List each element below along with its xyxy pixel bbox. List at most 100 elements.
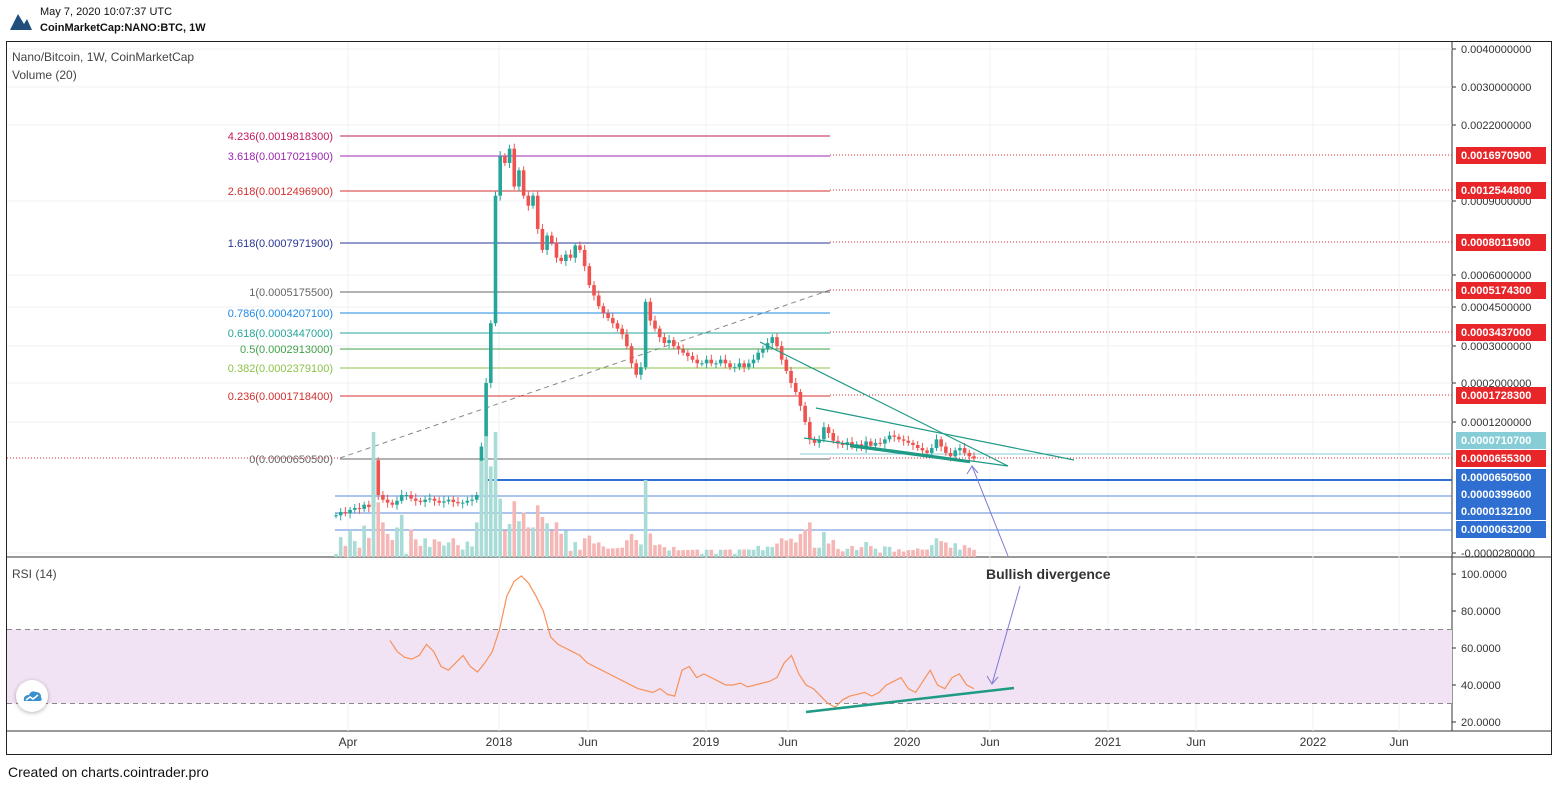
volume-bar: [854, 549, 859, 557]
candle-body: [939, 439, 943, 447]
candle-body: [517, 170, 521, 187]
tradingview-badge[interactable]: [16, 680, 48, 712]
price-tag-label: 0.0000650500: [1461, 472, 1531, 484]
y-tick-label: 0.0006000000: [1461, 270, 1531, 282]
candle-body: [709, 359, 714, 364]
volume-bar: [484, 436, 488, 557]
candle-body: [578, 245, 582, 250]
volume-bar: [596, 542, 601, 557]
candle-body: [390, 502, 395, 505]
volume-bar: [948, 547, 953, 557]
volume-bar: [920, 549, 925, 557]
candle-body: [474, 495, 479, 500]
fib-level-label: 1.618(0.0007971900): [228, 238, 333, 250]
price-tag-box: [1456, 450, 1546, 467]
candle-body: [573, 245, 578, 258]
candle-body: [568, 254, 573, 258]
volume-bar: [906, 550, 911, 557]
fib-level-label: 0.236(0.0001718400): [228, 391, 333, 403]
fib-level-label: 1(0.0005175500): [249, 287, 333, 299]
candle-body: [413, 498, 418, 501]
candle-body: [784, 359, 789, 371]
volume-bar: [578, 549, 582, 557]
candle-body: [690, 356, 695, 360]
volume-bar: [643, 480, 648, 557]
candle-body: [700, 363, 704, 365]
volume-bar: [423, 538, 427, 557]
candle-body: [531, 195, 535, 206]
y-tick-label: 0.0001200000: [1461, 417, 1531, 429]
candle-body: [367, 504, 371, 508]
price-low-trendline: [849, 444, 971, 464]
candle-body: [587, 266, 592, 286]
x-tick-label: Jun: [1389, 735, 1408, 749]
candle-body: [770, 337, 775, 344]
volume-bar: [554, 522, 559, 557]
price-tag-box: [1456, 469, 1546, 486]
volume-bar: [859, 547, 864, 557]
volume-bar: [503, 530, 507, 557]
candle-body: [892, 435, 897, 437]
volume-bar: [634, 539, 639, 557]
volume-bar: [418, 545, 423, 557]
candle-body: [338, 512, 343, 516]
candle-body: [686, 352, 690, 357]
y-tick-label: 0.0003000000: [1461, 341, 1531, 353]
volume-bar: [962, 545, 967, 557]
candle-body: [742, 363, 746, 368]
volume-bar: [662, 547, 667, 557]
fib-level-label: 4.236(0.0019818300): [228, 131, 333, 143]
candle-body: [789, 370, 793, 383]
candle-body: [915, 445, 920, 449]
volume-bar: [376, 502, 381, 557]
annotation-arrowhead: [986, 675, 999, 685]
volume-bar: [564, 530, 568, 557]
volume-bar: [470, 546, 474, 557]
volume-bar: [667, 550, 671, 557]
candle-body: [545, 235, 549, 250]
candle-body: [648, 301, 653, 321]
candle-body: [667, 340, 671, 344]
volume-bar: [845, 548, 850, 557]
candle-body: [620, 328, 624, 335]
volume-bar: [892, 551, 897, 557]
candle-body: [671, 340, 676, 347]
rsi-band: [7, 629, 1452, 704]
candle-body: [662, 337, 667, 344]
wedge-upper-line: [759, 341, 1009, 467]
volume-bar: [592, 543, 596, 557]
fib-level-label: 0.382(0.0002379100): [228, 363, 333, 375]
candle-body: [840, 443, 845, 446]
candle-body: [897, 436, 901, 440]
rsi-y-tick-label: 40.0000: [1461, 680, 1501, 692]
volume-bar: [517, 521, 521, 557]
volume-bar: [352, 541, 357, 557]
volume-bar: [428, 546, 432, 557]
candle-body: [348, 509, 352, 514]
volume-bar: [507, 524, 512, 557]
volume-bar: [526, 527, 531, 557]
volume-bar: [812, 547, 817, 557]
candle-body: [695, 359, 700, 364]
volume-bar: [779, 538, 784, 557]
candle-body: [625, 334, 629, 347]
candle-body: [549, 235, 554, 243]
volume-bar: [887, 546, 892, 557]
volume-bar: [620, 547, 624, 557]
y-tick-label: 0.0004500000: [1461, 302, 1531, 314]
rsi-divergence-trendline: [805, 686, 1015, 714]
x-tick-label: 2021: [1095, 735, 1122, 749]
volume-bar: [901, 551, 906, 557]
candle-body: [582, 249, 587, 267]
volume-bar: [615, 548, 620, 557]
rsi-y-tick-label: 100.0000: [1461, 569, 1507, 581]
volume-bar: [789, 538, 793, 557]
candle-body: [404, 495, 409, 496]
volume-bar: [343, 545, 348, 557]
volume-bar: [474, 522, 479, 557]
candle-body: [385, 499, 390, 503]
fib-level-label: 0(0.0000650500): [249, 454, 333, 466]
volume-bar: [460, 549, 465, 557]
chart-header: May 7, 2020 10:07:37 UTC CoinMarketCap:N…: [0, 0, 1558, 40]
